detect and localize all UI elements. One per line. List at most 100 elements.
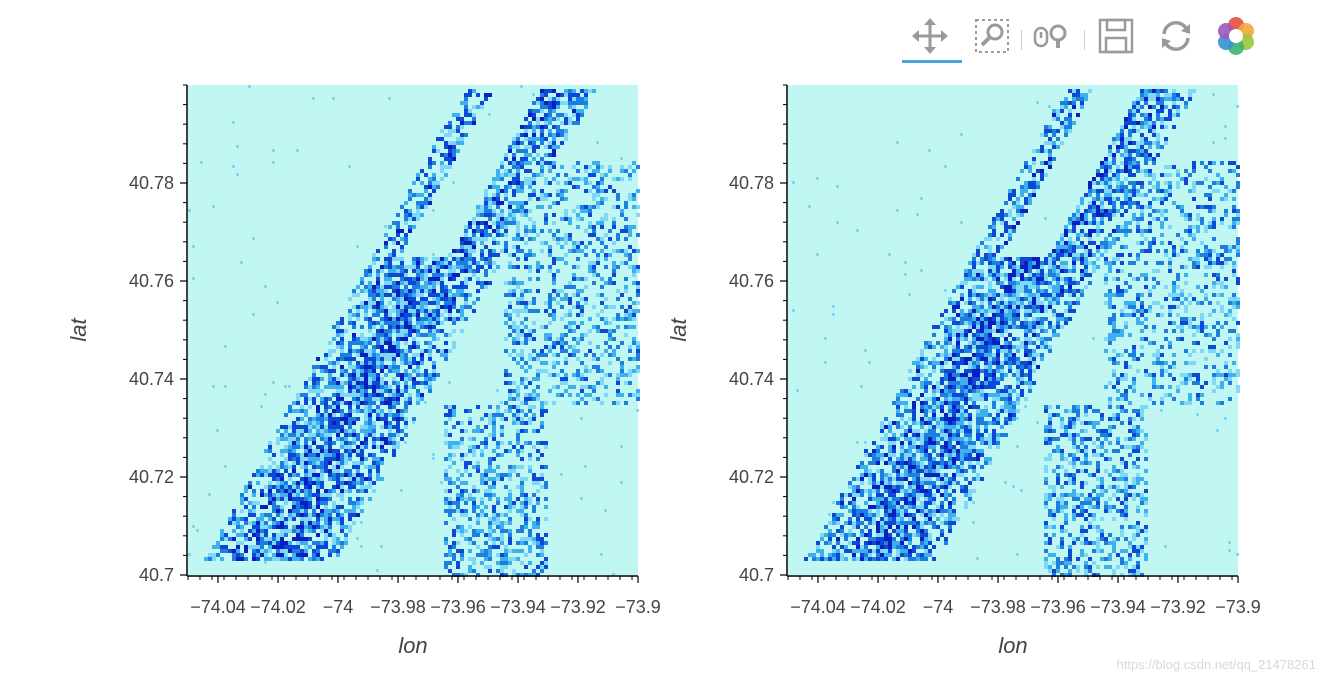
heatmap-cell	[456, 529, 460, 533]
heatmap-cell	[556, 269, 560, 273]
heatmap-cell	[584, 385, 588, 389]
box-zoom-tool[interactable]	[970, 14, 1014, 58]
heatmap-cell	[372, 401, 376, 405]
heatmap-cell	[860, 473, 864, 477]
heatmap-cell	[420, 393, 424, 397]
heatmap-cell	[532, 541, 536, 545]
heatmap-cell	[992, 257, 996, 261]
heatmap-cell	[536, 121, 540, 125]
heatmap-cell	[936, 381, 940, 385]
heatmap-cell	[820, 549, 824, 553]
heatmap-cell	[476, 105, 480, 109]
heatmap-cell	[280, 493, 284, 497]
heatmap-cell	[904, 421, 908, 425]
heatmap-cell	[596, 293, 600, 297]
heatmap-cell	[928, 553, 932, 557]
heatmap-cell	[988, 357, 992, 361]
heatmap-cell	[508, 473, 512, 477]
heatmap-cell	[568, 121, 572, 125]
heatmap-cell	[832, 545, 836, 549]
heatmap-cell	[244, 497, 248, 501]
heatmap-cell	[916, 357, 920, 361]
heatmap-cell	[348, 377, 352, 381]
heatmap-cell	[568, 353, 572, 357]
heatmap-cell	[608, 353, 612, 357]
heatmap-cell	[500, 529, 504, 533]
heatmap-cell	[260, 473, 264, 477]
heatmap-cell	[280, 461, 284, 465]
heatmap-cell	[888, 437, 892, 441]
wheel-zoom-tool[interactable]	[1030, 14, 1074, 58]
heatmap-cell	[460, 237, 464, 241]
heatmap-cell	[968, 361, 972, 365]
heatmap-cell	[496, 405, 500, 409]
heatmap-cell	[580, 97, 584, 101]
heatmap-cell	[616, 389, 620, 393]
heatmap-cell	[404, 305, 408, 309]
heatmap-cell	[300, 405, 304, 409]
heatmap-cell	[980, 393, 984, 397]
heatmap-cell	[544, 145, 548, 149]
bokeh-logo[interactable]	[1214, 14, 1258, 58]
plot-1[interactable]: −74.04 −74.02 −74 −73.98 −73.96 −73.94 −73.92−…	[66, 84, 661, 658]
heatmap-cell	[376, 393, 380, 397]
heatmap-cell	[900, 477, 904, 481]
heatmap-cell	[276, 481, 280, 485]
heatmap-cell	[332, 381, 336, 385]
heatmap-cell	[920, 489, 924, 493]
heatmap-cell	[500, 177, 504, 181]
plot-2[interactable]: −74.04 −74.02 −74 −73.98 −73.96 −73.94 −73.92−…	[666, 84, 1261, 658]
heatmap-cell	[408, 209, 412, 213]
heatmap-cell	[512, 405, 516, 409]
heatmap-cell	[860, 461, 864, 465]
heatmap-cell	[460, 437, 464, 441]
heatmap-cell	[524, 137, 528, 141]
heatmap-cell	[452, 317, 456, 321]
heatmap-cell	[356, 353, 360, 357]
heatmap-cell	[416, 401, 420, 405]
heatmap-cell	[576, 265, 580, 269]
heatmap-cell	[544, 333, 548, 337]
heatmap-cell	[916, 433, 920, 437]
heatmap-cell	[320, 545, 324, 549]
heatmap-cell	[448, 133, 452, 137]
heatmap-cell	[352, 481, 356, 485]
heatmap-cell	[400, 305, 404, 309]
heatmap-cell	[964, 373, 968, 377]
heatmap-cell	[232, 513, 236, 517]
heatmap-cell	[572, 349, 576, 353]
heatmap-cell	[472, 557, 476, 561]
heatmap-cell	[388, 421, 392, 425]
heatmap-cell	[348, 365, 352, 369]
heatmap-cell	[900, 433, 904, 437]
heatmap-cell	[252, 505, 256, 509]
heatmap-cell	[632, 161, 636, 165]
heatmap-cell	[960, 469, 964, 473]
heatmap-cell	[460, 265, 464, 269]
heatmap-cell	[964, 457, 968, 461]
heatmap-cell	[448, 313, 452, 317]
heatmap-cell	[504, 153, 508, 157]
heatmap-cell	[988, 433, 992, 437]
heatmap-cell	[988, 377, 992, 381]
heatmap-cell	[876, 501, 880, 505]
heatmap-cell	[904, 497, 908, 501]
heatmap-cell	[516, 137, 520, 141]
heatmap-cell	[872, 517, 876, 521]
reset-tool[interactable]	[1154, 14, 1198, 58]
heatmap-cell	[444, 521, 448, 525]
heatmap-cell	[940, 433, 944, 437]
pan-tool[interactable]	[908, 14, 952, 58]
heatmap-cell	[504, 373, 508, 377]
heatmap-cell	[864, 541, 868, 545]
heatmap-cell	[952, 353, 956, 357]
heatmap-cell	[356, 465, 360, 469]
heatmap-cell	[304, 481, 308, 485]
heatmap-cell	[316, 385, 320, 389]
heatmap-cell	[520, 321, 524, 325]
heatmap-cell	[336, 509, 340, 513]
save-tool[interactable]	[1094, 14, 1138, 58]
heatmap-cell	[420, 201, 424, 205]
heatmap-cell	[972, 293, 976, 297]
heatmap-cell	[532, 569, 536, 573]
